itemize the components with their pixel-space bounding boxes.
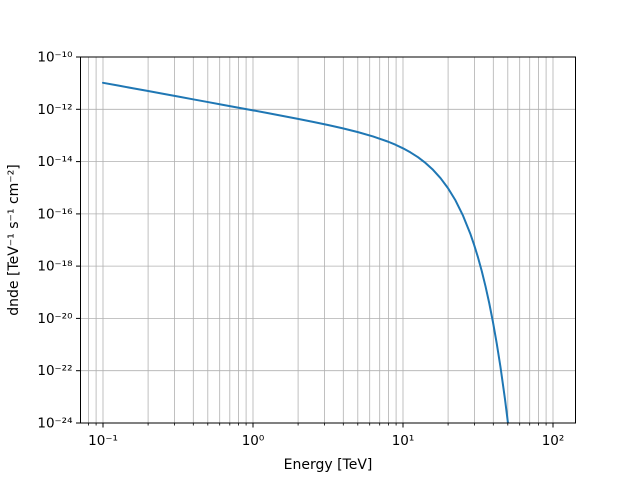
y-tick-label: 10⁻²⁴: [37, 416, 72, 432]
y-axis-label: dnde [TeV⁻¹ s⁻¹ cm⁻²]: [6, 164, 22, 316]
y-tick-label: 10⁻¹²: [37, 102, 72, 118]
x-tick-label: 10¹: [392, 433, 415, 449]
x-tick-label: 10⁰: [242, 433, 265, 449]
x-tick-label: 10²: [542, 433, 565, 449]
plot-border: [80, 56, 576, 424]
x-tick-labels: 10⁻¹ 10⁰ 10¹ 10²: [88, 433, 564, 449]
y-tick-label: 10⁻¹⁰: [37, 50, 72, 66]
y-tick-label: 10⁻²⁰: [37, 311, 72, 327]
x-tick-label: 10⁻¹: [88, 433, 118, 449]
y-tick-label: 10⁻¹⁶: [37, 206, 72, 222]
y-tick-label: 10⁻¹⁸: [37, 259, 72, 275]
x-axis-label: Energy [TeV]: [284, 457, 373, 473]
y-tick-label: 10⁻¹⁴: [37, 154, 72, 170]
axis-ticks: [76, 56, 554, 428]
spectrum-line: [101, 81, 509, 423]
y-tick-label: 10⁻²²: [37, 363, 72, 379]
y-tick-labels: 10⁻¹⁰ 10⁻¹² 10⁻¹⁴ 10⁻¹⁶ 10⁻¹⁸ 10⁻²⁰ 10⁻²² 10⁻²⁴: [37, 50, 72, 432]
spectrum-line-layer: [101, 81, 509, 423]
